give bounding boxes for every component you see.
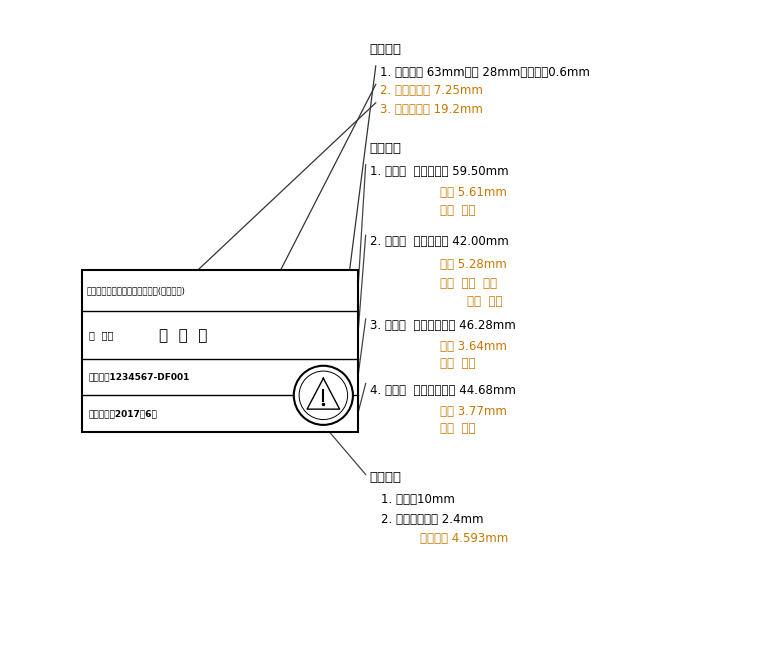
Text: 人名  楷体: 人名 楷体 (467, 295, 503, 308)
Text: 1. 第一行  名称：行长 59.50mm: 1. 第一行 名称：行长 59.50mm (370, 165, 508, 178)
Text: 字高 3.64mm: 字高 3.64mm (440, 340, 506, 353)
Text: 1. 直径：10mm: 1. 直径：10mm (381, 493, 455, 506)
Text: 2. 第一格：宽 7.25mm: 2. 第一格：宽 7.25mm (380, 84, 482, 98)
Ellipse shape (299, 371, 348, 420)
Text: 3. 第二格：宽 19.2mm: 3. 第二格：宽 19.2mm (380, 103, 482, 116)
Text: 2. 第二行  姓名：行长 42.00mm: 2. 第二行 姓名：行长 42.00mm (370, 235, 508, 248)
Text: 姓  名：: 姓 名： (89, 330, 113, 340)
Text: 字体  姓名  宋体: 字体 姓名 宋体 (440, 277, 496, 290)
Text: 字体  宋黑: 字体 宋黑 (440, 357, 475, 370)
Text: 3. 第三行  注册号：行长 46.28mm: 3. 第三行 注册号：行长 46.28mm (370, 319, 515, 332)
Text: 注册号：1234567-DF001: 注册号：1234567-DF001 (89, 372, 190, 382)
Text: 2. 位置：右边距 2.4mm: 2. 位置：右边距 2.4mm (381, 513, 484, 526)
Text: 谢  晓  萌: 谢 晓 萌 (159, 328, 208, 343)
Text: 字高 5.61mm: 字高 5.61mm (440, 186, 506, 199)
Text: 中华人民共和国注册电气工程师(发输变电): 中华人民共和国注册电气工程师(发输变电) (86, 286, 185, 295)
Text: 三、图标: 三、图标 (370, 471, 401, 484)
Text: 字体  宋黑: 字体 宋黑 (440, 422, 475, 436)
Text: 字体  宋体: 字体 宋体 (440, 204, 475, 217)
Text: 上下边距 4.593mm: 上下边距 4.593mm (420, 532, 508, 545)
Text: 字高 3.77mm: 字高 3.77mm (440, 405, 506, 418)
Text: 4. 第四行  有效期：行长 44.68mm: 4. 第四行 有效期：行长 44.68mm (370, 384, 515, 397)
Text: 字高 5.28mm: 字高 5.28mm (440, 258, 506, 272)
Text: 一、边框: 一、边框 (370, 43, 401, 56)
Ellipse shape (294, 366, 353, 425)
Bar (82, 270, 358, 432)
Text: 二、文字: 二、文字 (370, 142, 401, 155)
Text: 有效期：至2017年6月: 有效期：至2017年6月 (89, 409, 157, 418)
Text: 1. 尺寸：长 63mm、宽 28mm、线宽：0.6mm: 1. 尺寸：长 63mm、宽 28mm、线宽：0.6mm (380, 66, 590, 79)
